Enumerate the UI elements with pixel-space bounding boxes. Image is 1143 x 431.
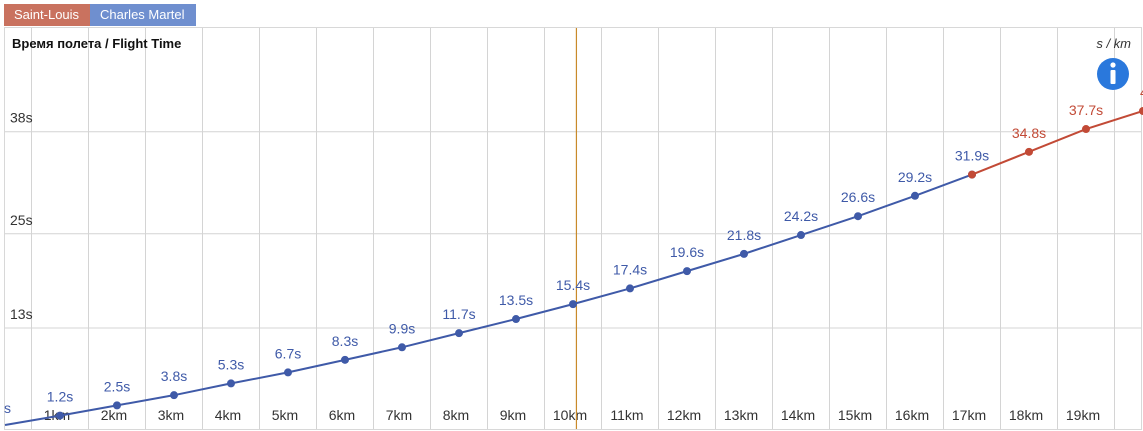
x-tick-label: 18km	[1009, 407, 1043, 423]
grid	[5, 28, 1141, 429]
data-point	[854, 212, 862, 221]
x-tick-label: 14km	[781, 407, 815, 423]
data-label: 13.5s	[499, 292, 533, 308]
x-tick-label: 17km	[952, 407, 986, 423]
x-tick-label: 13km	[724, 407, 758, 423]
data-label: 19.6s	[670, 244, 704, 260]
data-label: 6.7s	[275, 345, 301, 361]
data-label-partial: s	[4, 400, 11, 416]
data-label: 31.9s	[955, 148, 989, 164]
unit-label: s / km	[1096, 36, 1131, 51]
data-point	[170, 391, 178, 400]
x-tick-label: 3km	[158, 407, 184, 423]
tab-charles-martel[interactable]: Charles Martel	[90, 4, 196, 26]
data-point	[626, 284, 634, 293]
data-point	[113, 401, 121, 410]
data-point	[398, 343, 406, 352]
data-point	[284, 368, 292, 377]
data-point	[341, 355, 349, 364]
data-label: 24.2s	[784, 208, 818, 224]
data-point	[1139, 107, 1143, 115]
x-axis-labels: 1km2km3km4km5km6km7km8km9km10km11km12km1…	[44, 407, 1100, 423]
tab-saint-louis[interactable]: Saint-Louis	[4, 4, 90, 26]
series-line-start	[4, 414, 61, 426]
y-tick-label: 13s	[10, 306, 33, 322]
data-point	[1025, 147, 1033, 156]
data-point	[683, 267, 691, 276]
x-tick-label: 6km	[329, 407, 355, 423]
data-label: 17.4s	[613, 261, 647, 277]
data-label: 11.7s	[442, 306, 475, 322]
x-tick-label: 12km	[667, 407, 701, 423]
data-point	[740, 249, 748, 258]
x-tick-label: 16km	[895, 407, 929, 423]
data-label: 8.3s	[332, 333, 358, 349]
data-label: 5.3s	[218, 356, 244, 372]
chart-title: Время полета / Flight Time	[12, 36, 181, 51]
x-tick-label: 9km	[500, 407, 526, 423]
data-point	[968, 170, 976, 179]
x-tick-label: 8km	[443, 407, 469, 423]
chart-frame	[4, 27, 1142, 430]
data-point	[1082, 125, 1090, 134]
x-tick-label: 5km	[272, 407, 298, 423]
series-line	[971, 110, 1143, 176]
data-label: 1.2s	[47, 389, 73, 405]
data-label: 29.2s	[898, 169, 932, 185]
data-label: 34.8s	[1012, 125, 1046, 141]
data-label: 15.4s	[556, 277, 590, 293]
info-icon[interactable]	[1097, 58, 1129, 90]
data-point	[512, 315, 520, 324]
y-axis-labels: 13s 25s 38s	[10, 110, 33, 322]
data-label: 37.7s	[1069, 102, 1103, 118]
data-label: 9.9s	[389, 320, 415, 336]
data-point	[227, 379, 235, 388]
y-tick-label: 25s	[10, 212, 33, 228]
data-point	[911, 191, 919, 200]
y-tick-label: 38s	[10, 110, 33, 126]
x-tick-label: 10km	[553, 407, 587, 423]
data-label: 3.8s	[161, 368, 187, 384]
data-label: 21.8s	[727, 227, 761, 243]
x-tick-label: 19km	[1066, 407, 1100, 423]
series-layer: 1.2s 2.5s 3.8s 5.3s 6.7s 8.3s 9.9s 11.7s 13.5s 15…	[4, 84, 1143, 426]
data-point	[455, 329, 463, 338]
x-tick-label: 7km	[386, 407, 412, 423]
data-point	[569, 300, 577, 309]
x-tick-label: 11km	[610, 407, 643, 423]
data-point	[797, 231, 805, 240]
x-tick-label: 4km	[215, 407, 241, 423]
data-label: 40.	[1140, 84, 1143, 100]
data-label: 26.6s	[841, 189, 875, 205]
x-tick-label: 15km	[838, 407, 872, 423]
data-label: 2.5s	[104, 378, 130, 394]
x-tick-label: 2km	[101, 407, 127, 423]
